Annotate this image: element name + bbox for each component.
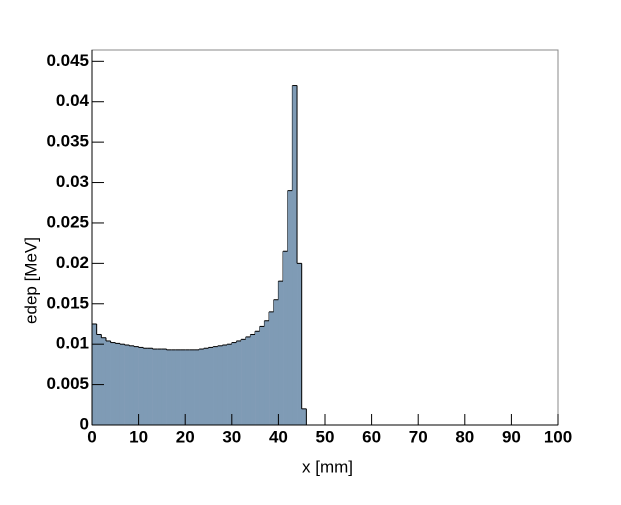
bar [129,345,135,425]
bar [147,348,153,425]
x-tick-label: 100 [544,427,572,446]
bar [152,349,158,425]
x-tick-label: 70 [409,427,428,446]
bar [231,342,237,425]
bar [287,190,293,425]
x-tick-label: 50 [316,427,335,446]
bar [250,334,256,425]
bar [119,344,125,425]
bar [269,311,275,425]
bar [245,336,251,425]
bar [283,251,289,425]
y-tick-label: 0.03 [56,172,89,191]
x-tick-label: 60 [362,427,381,446]
y-tick-label: 0.015 [46,293,89,312]
bar [292,85,298,425]
y-tick-label: 0 [80,414,89,433]
bar [185,349,191,425]
y-tick-label: 0.005 [46,374,89,393]
bar [297,263,302,425]
y-tick-label: 0.04 [56,91,90,110]
bar [175,349,181,425]
x-tick-label: 40 [269,427,288,446]
y-axis-title: edep [MeV] [21,237,40,324]
bar [161,349,167,425]
x-tick-label: 20 [176,427,195,446]
bar [241,339,247,425]
bar [110,342,116,425]
bar [255,331,261,425]
bar [157,349,163,425]
bar [143,348,149,425]
bar [92,323,97,425]
y-tick-label: 0.01 [56,334,89,353]
bar [203,348,209,425]
bar [301,408,307,425]
x-tick-label: 30 [222,427,241,446]
bar [208,347,214,425]
bar [236,340,242,425]
bar [217,345,223,425]
x-tick-label: 10 [129,427,148,446]
bar [96,334,102,425]
bar [115,343,121,425]
y-tick-label: 0.035 [46,132,89,151]
bar [273,299,279,425]
bar [105,340,111,425]
bar [259,326,265,425]
bar [213,346,219,425]
x-tick-label: 80 [455,427,474,446]
bar [264,320,270,425]
bar [189,349,195,425]
y-tick-label: 0.045 [46,51,89,70]
y-tick-label: 0.025 [46,212,89,231]
y-tick-label: 0.02 [56,253,89,272]
bar [227,344,233,425]
bar [199,349,205,425]
bar [166,349,172,425]
x-tick-label: 0 [87,427,96,446]
bar [180,349,186,425]
bar [171,349,177,425]
bar [222,344,228,425]
bar [278,281,284,425]
x-tick-label: 90 [502,427,521,446]
bar [124,344,130,425]
bar [133,346,139,425]
bar [101,337,107,425]
bar [138,347,144,425]
bar [194,349,200,425]
x-axis-title: x [mm] [302,457,353,476]
